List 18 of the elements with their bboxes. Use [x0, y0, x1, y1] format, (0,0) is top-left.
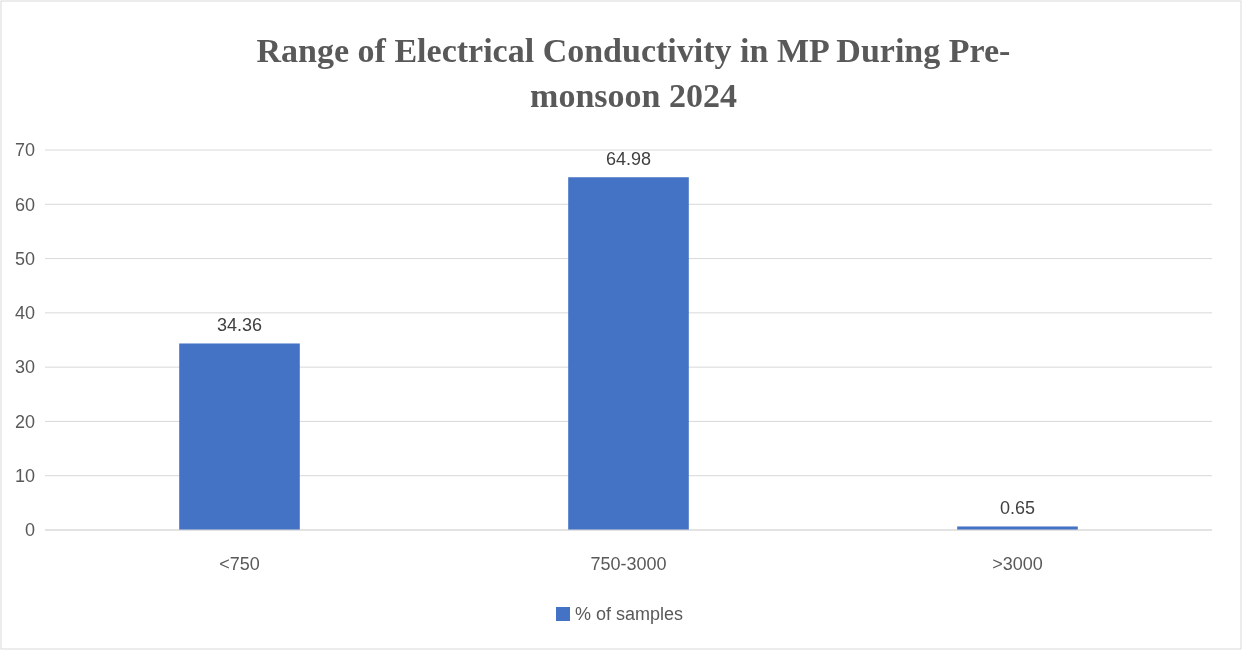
chart-title: Range of Electrical Conductivity in MP During Pre-monsoon 2024 — [256, 32, 1011, 114]
legend-label: % of samples — [575, 604, 684, 625]
y-tick-label: 10 — [14, 466, 35, 487]
bar — [179, 343, 300, 530]
data-label: 0.65 — [999, 498, 1036, 519]
y-tick-label: 0 — [24, 520, 35, 541]
x-tick-label: >3000 — [992, 554, 1043, 574]
y-tick-label: 40 — [14, 303, 35, 324]
y-tick-label: 20 — [14, 411, 35, 432]
bar — [568, 177, 689, 530]
data-label: 64.98 — [605, 149, 652, 170]
y-tick-label: 60 — [14, 194, 35, 215]
x-tick-label: <750 — [219, 554, 260, 574]
y-tick-label: 70 — [14, 140, 35, 161]
data-label: 34.36 — [216, 315, 263, 336]
x-tick-label: 750-3000 — [590, 554, 667, 574]
y-tick-label: 50 — [14, 248, 35, 269]
y-tick-label: 30 — [14, 357, 35, 378]
